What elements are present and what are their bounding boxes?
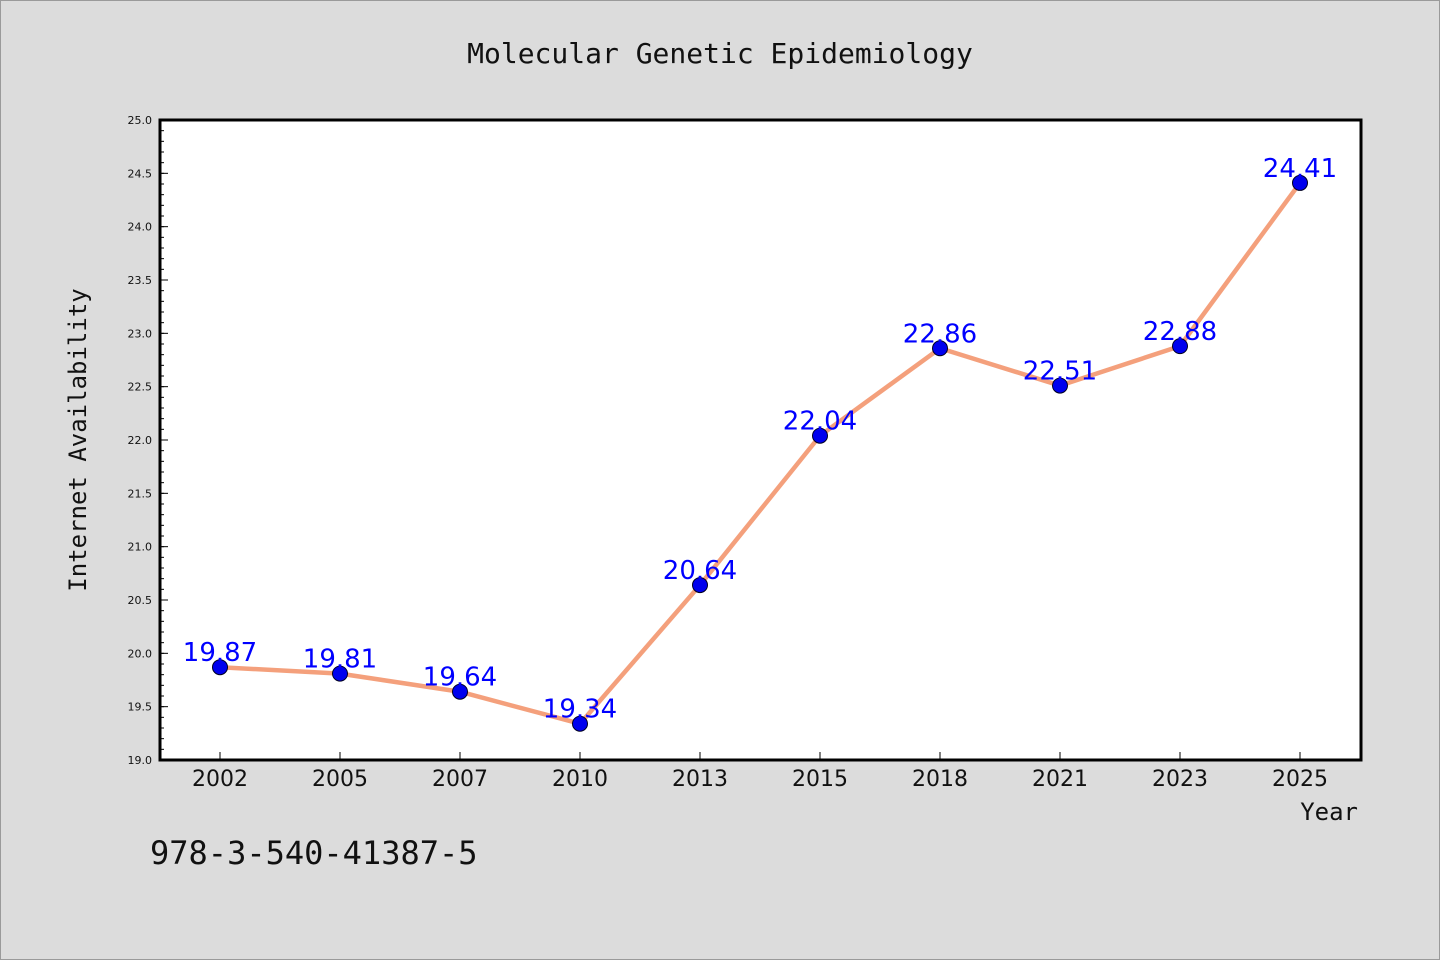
x-tick-label: 2025 bbox=[1272, 767, 1328, 792]
y-tick-label: 19.5 bbox=[128, 701, 153, 714]
series-line bbox=[219, 181, 1302, 726]
data-point bbox=[692, 577, 708, 594]
y-tick-label: 25.0 bbox=[128, 114, 153, 127]
data-label: 19.81 bbox=[303, 645, 377, 675]
x-tick-label: 2018 bbox=[912, 767, 968, 792]
x-axis-label: Year bbox=[1300, 798, 1358, 826]
x-tick-label: 2007 bbox=[432, 767, 488, 792]
data-point bbox=[572, 715, 588, 732]
data-point bbox=[1052, 377, 1068, 394]
data-point bbox=[812, 427, 828, 444]
y-axis-label: Internet Availability bbox=[64, 288, 92, 591]
y-tick-label: 19.0 bbox=[128, 754, 153, 767]
y-tick-label: 23.5 bbox=[128, 274, 153, 287]
x-tick-label: 2023 bbox=[1152, 767, 1208, 792]
y-tick-label: 21.5 bbox=[128, 487, 153, 500]
data-label: 19.64 bbox=[423, 663, 497, 693]
data-label: 22.51 bbox=[1023, 357, 1097, 387]
y-tick-label: 21.0 bbox=[128, 541, 153, 554]
y-tick-label: 22.5 bbox=[128, 381, 153, 394]
x-tick-label: 2002 bbox=[192, 767, 248, 792]
data-point bbox=[1292, 174, 1308, 191]
data-point bbox=[452, 683, 468, 700]
series-layer: 19.87 19.81 19.64 19.34 20.64 22.04 22.86 22.51… bbox=[183, 154, 1337, 732]
data-label: 24.41 bbox=[1263, 154, 1337, 184]
x-tick-label: 2005 bbox=[312, 767, 368, 792]
x-axis: 2002 2005 2007 2010 2013 2015 2018 2021 2023 2025 bbox=[192, 752, 1328, 792]
y-tick-label: 20.0 bbox=[128, 647, 153, 660]
y-tick-label: 24.0 bbox=[128, 221, 153, 234]
y-tick-label: 23.0 bbox=[128, 327, 153, 340]
data-label: 22.04 bbox=[783, 407, 857, 437]
x-tick-label: 2010 bbox=[552, 767, 608, 792]
data-point bbox=[332, 665, 348, 682]
data-label: 22.88 bbox=[1143, 317, 1217, 347]
y-tick-label: 22.0 bbox=[128, 434, 153, 447]
chart-title: Molecular Genetic Epidemiology bbox=[467, 37, 973, 70]
y-tick-label: 24.5 bbox=[128, 167, 153, 180]
data-label: 19.34 bbox=[543, 695, 617, 725]
plot-area bbox=[158, 118, 1363, 762]
data-label: 19.87 bbox=[183, 638, 257, 668]
y-tick-label: 20.5 bbox=[128, 594, 153, 607]
x-tick-label: 2021 bbox=[1032, 767, 1088, 792]
data-label: 22.86 bbox=[903, 319, 977, 349]
footnote-text: 978-3-540-41387-5 bbox=[150, 834, 478, 872]
x-tick-label: 2015 bbox=[792, 767, 848, 792]
data-point bbox=[1172, 338, 1188, 355]
data-label: 20.64 bbox=[663, 556, 737, 586]
x-tick-label: 2013 bbox=[672, 767, 728, 792]
y-axis: 19.0 19.5 20.0 20.5 21.0 21.5 22.0 22.5 23.0 23.5… bbox=[128, 114, 168, 767]
data-point bbox=[932, 340, 948, 357]
data-point bbox=[212, 659, 228, 676]
